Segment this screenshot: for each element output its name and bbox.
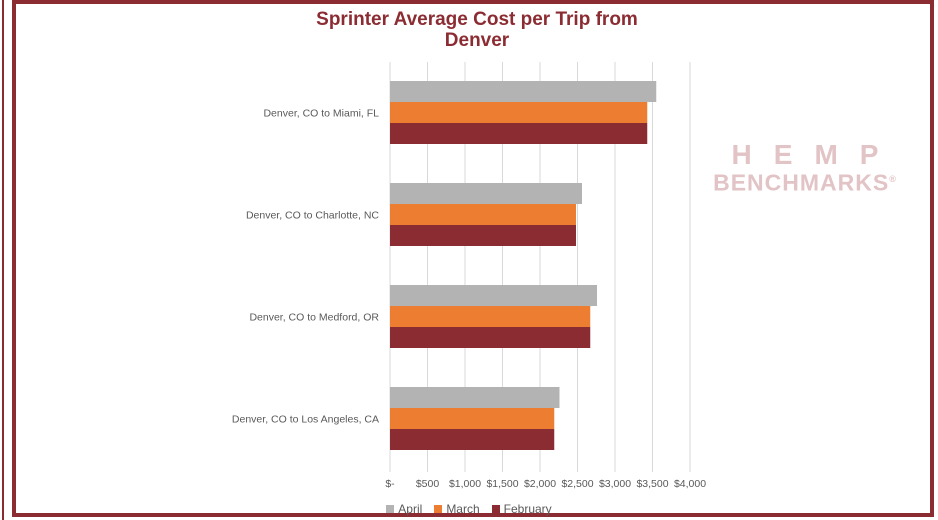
- legend-item-march: March: [434, 502, 480, 516]
- bars: [390, 81, 657, 450]
- bar-march: [390, 102, 648, 123]
- bar-march: [390, 408, 555, 429]
- x-tick-label: $-: [385, 478, 395, 490]
- legend-item-february: February: [491, 502, 552, 516]
- legend-label: April: [398, 502, 423, 516]
- bar-february: [390, 225, 576, 246]
- legend-swatch: [491, 505, 500, 513]
- bar-february: [390, 429, 555, 450]
- logo-line-2: BENCHMARKS®: [700, 168, 910, 194]
- x-tick-label: $4,000: [674, 478, 706, 490]
- logo-line-2-text: BENCHMARKS: [713, 169, 890, 196]
- legend-swatch: [434, 505, 443, 513]
- legend-label: March: [446, 502, 480, 516]
- category-label: Denver, CO to Los Angeles, CA: [232, 414, 379, 426]
- bar-april: [390, 387, 560, 408]
- x-tick-labels: $- $500 $1,000 $1,500 $2,000 $2,500 $3,000 $3,5…: [385, 478, 706, 490]
- bar-april: [390, 183, 582, 204]
- category-label: Denver, CO to Miami, FL: [263, 108, 379, 120]
- legend-item-april: April: [386, 502, 422, 516]
- category-label: Denver, CO to Charlotte, NC: [246, 210, 379, 222]
- bar-february: [390, 123, 648, 144]
- x-tick-label: $3,500: [636, 478, 668, 490]
- x-tick-label: $2,000: [524, 478, 556, 490]
- bar-april: [390, 81, 657, 102]
- hemp-benchmarks-logo: HEMP BENCHMARKS®: [700, 139, 910, 195]
- category-label: Denver, CO to Medford, OR: [249, 312, 379, 324]
- left-accent-line: [2, 0, 4, 520]
- x-tick-label: $1,500: [486, 478, 518, 490]
- x-tick-label: $500: [416, 478, 440, 490]
- bar-april: [390, 285, 597, 306]
- registered-mark: ®: [889, 174, 897, 184]
- x-tick-label: $1,000: [449, 478, 481, 490]
- bar-march: [390, 306, 591, 327]
- bar-february: [390, 327, 591, 348]
- chart-frame: [12, 0, 934, 517]
- legend-swatch: [386, 505, 395, 513]
- x-tick-label: $2,500: [561, 478, 593, 490]
- x-tick-label: $3,000: [599, 478, 631, 490]
- chart-title: Sprinter Average Cost per Trip from Denv…: [316, 9, 638, 51]
- category-labels: Denver, CO to Miami, FL Denver, CO to Cha…: [232, 108, 379, 426]
- legend-label: February: [503, 502, 552, 516]
- legend: April March February: [0, 502, 938, 516]
- logo-line-1: HEMP: [731, 139, 901, 170]
- bar-march: [390, 204, 576, 225]
